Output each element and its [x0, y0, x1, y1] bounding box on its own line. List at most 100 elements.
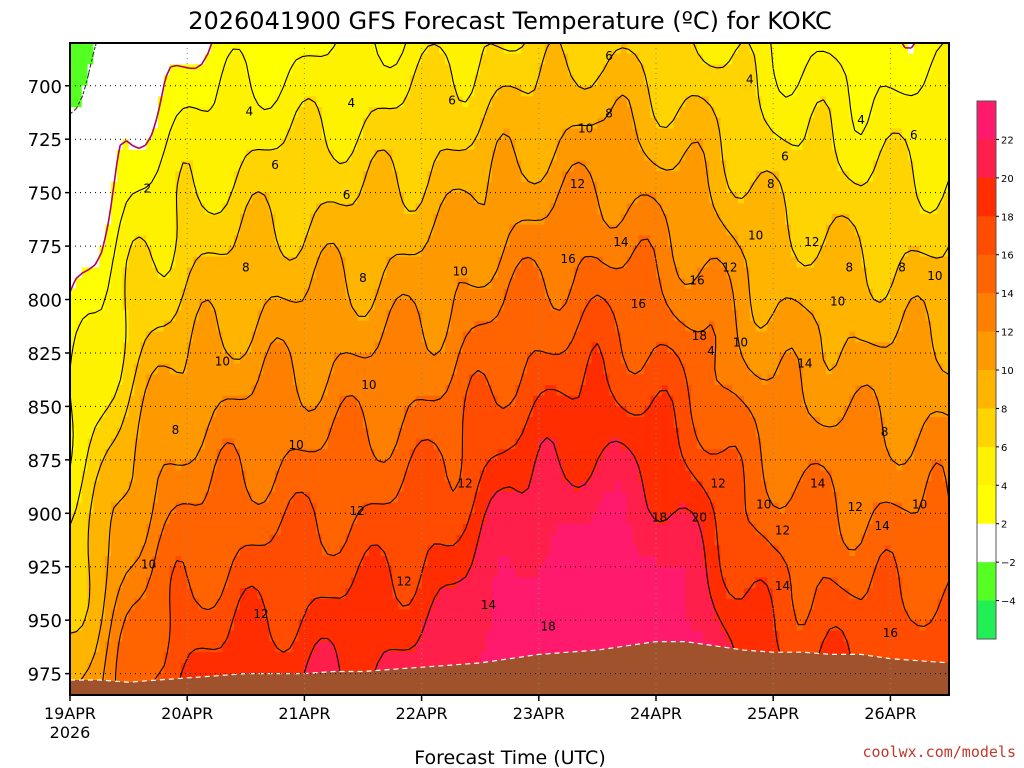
field-cell	[363, 235, 370, 247]
field-cell	[673, 117, 681, 130]
field-cell	[462, 85, 470, 98]
field-cell	[738, 320, 745, 333]
field-cell	[368, 203, 376, 215]
field-cell	[556, 352, 563, 365]
field-cell	[491, 310, 499, 322]
field-cell	[562, 352, 569, 365]
field-cell	[779, 64, 786, 76]
field-cell	[532, 278, 540, 290]
field-cell	[146, 160, 153, 172]
field-cell	[614, 117, 622, 130]
field-cell	[286, 107, 294, 119]
field-cell	[468, 53, 475, 65]
field-cell	[421, 256, 429, 269]
field-cell	[105, 181, 112, 194]
field-cell	[773, 299, 780, 311]
field-cell	[427, 43, 434, 55]
field-cell	[439, 352, 446, 365]
field-cell	[234, 331, 241, 343]
field-cell	[902, 278, 909, 290]
field-cell	[99, 224, 106, 236]
field-cell	[380, 214, 388, 226]
field-cell	[532, 117, 540, 130]
field-cell	[943, 256, 949, 269]
field-cell	[157, 53, 165, 65]
field-cell	[878, 160, 886, 172]
field-cell	[532, 171, 540, 183]
field-cell	[767, 107, 774, 119]
field-cell	[620, 203, 628, 215]
field-cell	[81, 192, 89, 204]
field-cell	[925, 85, 933, 98]
field-cell	[234, 235, 241, 247]
field-cell	[591, 160, 598, 172]
field-cell	[111, 288, 118, 301]
field-cell	[843, 53, 850, 65]
field-cell	[720, 235, 727, 247]
field-cell	[538, 53, 546, 65]
field-cell	[509, 331, 516, 343]
field-cell	[866, 203, 874, 215]
field-cell	[872, 171, 880, 183]
field-cell	[105, 192, 112, 204]
field-cell	[456, 331, 464, 343]
field-cell	[720, 128, 727, 140]
field-cell	[702, 85, 710, 98]
field-cell	[878, 342, 886, 354]
field-cell	[931, 374, 938, 386]
field-cell	[345, 75, 352, 87]
field-cell	[251, 395, 259, 408]
field-cell	[327, 85, 335, 98]
field-cell	[685, 214, 692, 226]
field-cell	[620, 288, 628, 301]
field-cell	[228, 310, 235, 322]
field-cell	[351, 385, 358, 397]
field-cell	[146, 299, 153, 311]
field-cell	[738, 149, 745, 162]
field-cell	[216, 181, 223, 194]
field-cell	[726, 352, 733, 365]
field-cell	[357, 107, 364, 119]
field-cell	[251, 181, 259, 194]
field-cell	[146, 320, 153, 333]
field-cell	[251, 139, 259, 151]
field-cell	[544, 246, 552, 258]
field-cell	[679, 374, 686, 386]
field-cell	[538, 331, 546, 343]
field-cell	[831, 310, 839, 322]
field-cell	[597, 149, 604, 162]
field-cell	[814, 310, 821, 322]
field-cell	[620, 363, 628, 375]
field-cell	[767, 331, 774, 343]
field-cell	[749, 256, 757, 269]
field-cell	[603, 117, 610, 130]
field-cell	[814, 320, 821, 333]
field-cell	[421, 160, 429, 172]
field-cell	[222, 160, 229, 172]
field-cell	[157, 331, 165, 343]
field-cell	[556, 96, 563, 108]
field-cell	[679, 320, 686, 333]
field-cell	[656, 267, 663, 279]
field-cell	[169, 320, 177, 333]
field-cell	[99, 107, 106, 119]
field-cell	[175, 181, 182, 194]
field-cell	[316, 267, 323, 279]
field-cell	[579, 288, 587, 301]
field-cell	[825, 385, 833, 397]
field-cell	[222, 139, 229, 151]
field-cell	[902, 43, 909, 55]
field-cell	[222, 149, 229, 162]
field-cell	[527, 288, 534, 301]
field-cell	[849, 149, 856, 162]
field-cell	[280, 363, 288, 375]
field-cell	[913, 181, 921, 194]
field-cell	[656, 139, 663, 151]
field-cell	[802, 117, 809, 130]
field-cell	[831, 363, 839, 375]
field-cell	[849, 288, 856, 301]
field-cell	[263, 53, 270, 65]
field-cell	[122, 224, 130, 236]
field-cell	[409, 224, 417, 236]
field-cell	[216, 288, 223, 301]
